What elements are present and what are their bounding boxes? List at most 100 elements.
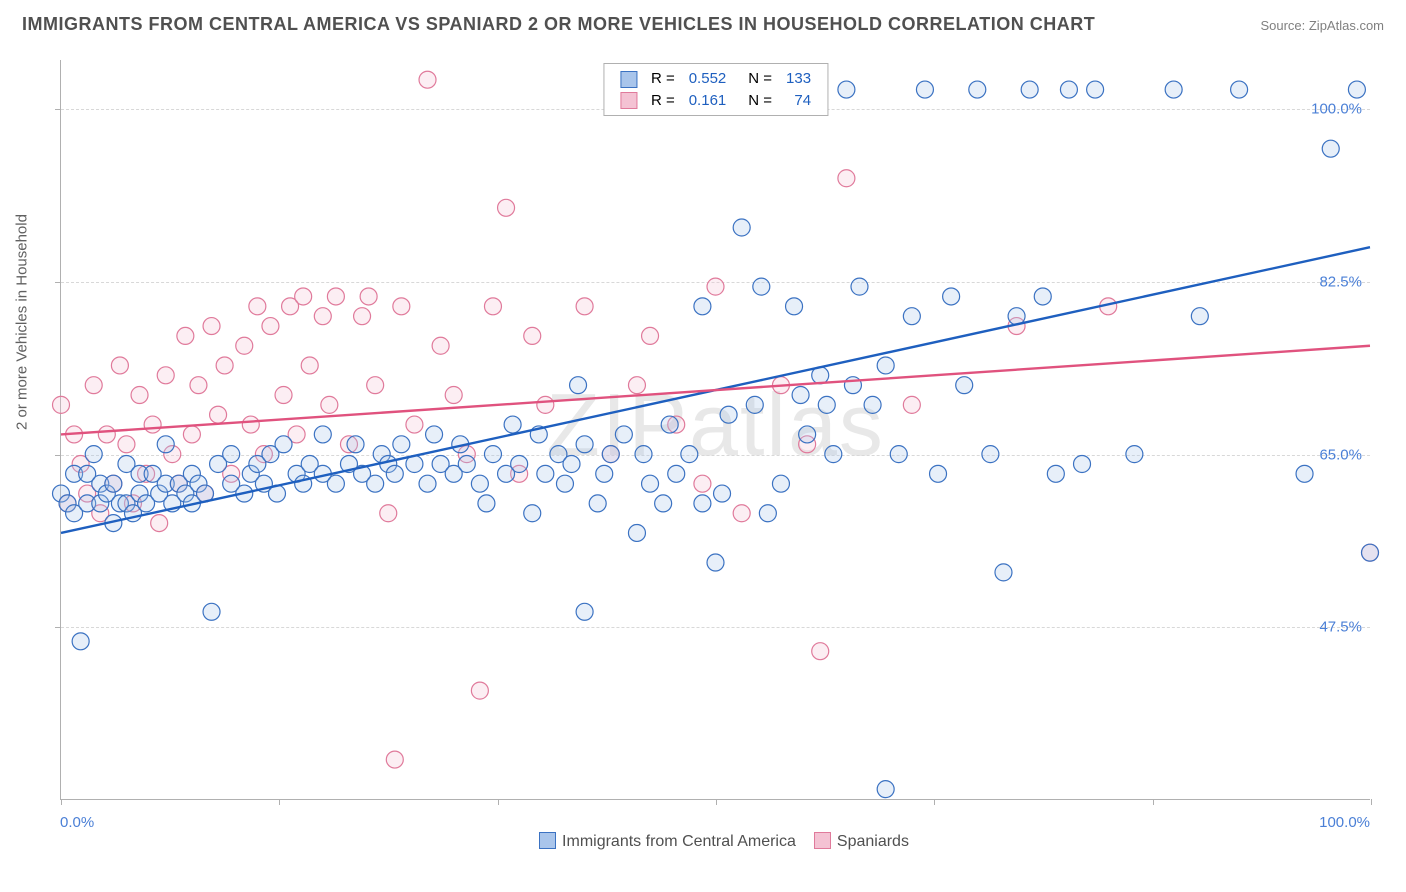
data-point (537, 396, 554, 413)
data-point (772, 475, 789, 492)
data-point (72, 633, 89, 650)
data-point (131, 387, 148, 404)
data-point (236, 337, 253, 354)
data-point (314, 308, 331, 325)
data-point (223, 446, 240, 463)
data-point (877, 781, 894, 798)
data-point (216, 357, 233, 374)
data-point (157, 436, 174, 453)
data-point (982, 446, 999, 463)
data-point (524, 327, 541, 344)
x-tick (279, 799, 280, 805)
x-axis-min-label: 0.0% (60, 814, 94, 831)
x-axis-max-label: 100.0% (1319, 814, 1370, 831)
data-point (406, 416, 423, 433)
data-point (589, 495, 606, 512)
data-point (393, 436, 410, 453)
chart-plot-area: ZIPatlas 47.5%65.0%82.5%100.0% R =0.552N… (60, 60, 1370, 800)
data-point (524, 505, 541, 522)
data-point (792, 387, 809, 404)
data-point (655, 495, 672, 512)
trend-line (61, 346, 1370, 435)
data-point (1021, 81, 1038, 98)
data-point (818, 396, 835, 413)
data-point (576, 436, 593, 453)
series-1 (53, 71, 1379, 768)
data-point (471, 475, 488, 492)
data-point (190, 377, 207, 394)
data-point (511, 455, 528, 472)
data-point (1060, 81, 1077, 98)
data-point (426, 426, 443, 443)
data-point (498, 199, 515, 216)
x-tick (498, 799, 499, 805)
data-point (890, 446, 907, 463)
data-point (628, 377, 645, 394)
data-point (707, 554, 724, 571)
data-point (85, 446, 102, 463)
data-point (380, 505, 397, 522)
legend-n-value: 74 (780, 91, 817, 111)
data-point (1191, 308, 1208, 325)
data-point (838, 81, 855, 98)
data-point (1087, 81, 1104, 98)
x-tick (1153, 799, 1154, 805)
scatter-svg (61, 60, 1370, 799)
data-point (570, 377, 587, 394)
data-point (327, 475, 344, 492)
data-point (1034, 288, 1051, 305)
data-point (694, 475, 711, 492)
legend-series-label: Immigrants from Central America (562, 833, 796, 850)
data-point (812, 643, 829, 660)
chart-title: IMMIGRANTS FROM CENTRAL AMERICA VS SPANI… (22, 14, 1095, 35)
data-point (864, 396, 881, 413)
data-point (321, 396, 338, 413)
data-point (759, 505, 776, 522)
data-point (471, 682, 488, 699)
data-point (118, 436, 135, 453)
y-axis-title: 2 or more Vehicles in Household (14, 214, 31, 430)
data-point (799, 426, 816, 443)
data-point (354, 308, 371, 325)
data-point (1322, 140, 1339, 157)
series-0 (53, 81, 1379, 798)
data-point (419, 71, 436, 88)
legend-n-label: N = (734, 69, 778, 89)
legend-row: R =0.552N =133 (614, 69, 817, 89)
data-point (177, 327, 194, 344)
data-point (1296, 465, 1313, 482)
legend-swatch (620, 71, 637, 88)
data-point (144, 416, 161, 433)
data-point (733, 505, 750, 522)
data-point (458, 455, 475, 472)
data-point (367, 377, 384, 394)
data-point (203, 318, 220, 335)
data-point (484, 298, 501, 315)
data-point (851, 278, 868, 295)
data-point (602, 446, 619, 463)
x-tick (61, 799, 62, 805)
data-point (203, 603, 220, 620)
data-point (563, 455, 580, 472)
data-point (111, 357, 128, 374)
data-point (956, 377, 973, 394)
data-point (969, 81, 986, 98)
data-point (694, 495, 711, 512)
data-point (753, 278, 770, 295)
data-point (275, 436, 292, 453)
legend-r-value: 0.552 (683, 69, 733, 89)
data-point (1165, 81, 1182, 98)
data-point (347, 436, 364, 453)
data-point (943, 288, 960, 305)
data-point (786, 298, 803, 315)
data-point (1074, 455, 1091, 472)
data-point (85, 377, 102, 394)
legend-swatch (539, 832, 556, 849)
data-point (386, 465, 403, 482)
data-point (903, 396, 920, 413)
data-point (576, 298, 593, 315)
data-point (157, 367, 174, 384)
data-point (556, 475, 573, 492)
data-point (432, 337, 449, 354)
data-point (478, 495, 495, 512)
